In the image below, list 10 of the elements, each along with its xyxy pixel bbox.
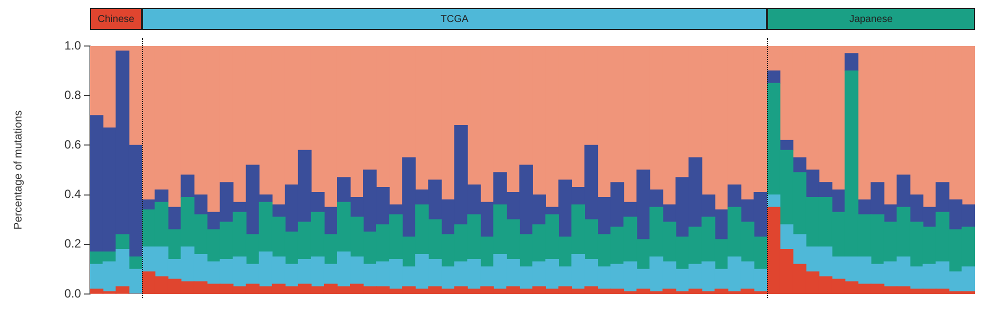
y-tick-label: 1.0 [64, 38, 82, 52]
chart-title: Chinese [98, 14, 134, 24]
y-axis-title: Percentage of mutations [12, 110, 25, 230]
y-tick-label: 0.6 [64, 138, 82, 152]
chart-title: Japanese [849, 14, 893, 24]
y-tick-label: 0.8 [64, 88, 82, 102]
y-tick-label: 0.2 [64, 236, 82, 251]
chart-title: TCGA [440, 14, 468, 24]
y-tick-label: 0.0 [64, 286, 82, 300]
y-tick-label: 0.4 [64, 187, 82, 202]
